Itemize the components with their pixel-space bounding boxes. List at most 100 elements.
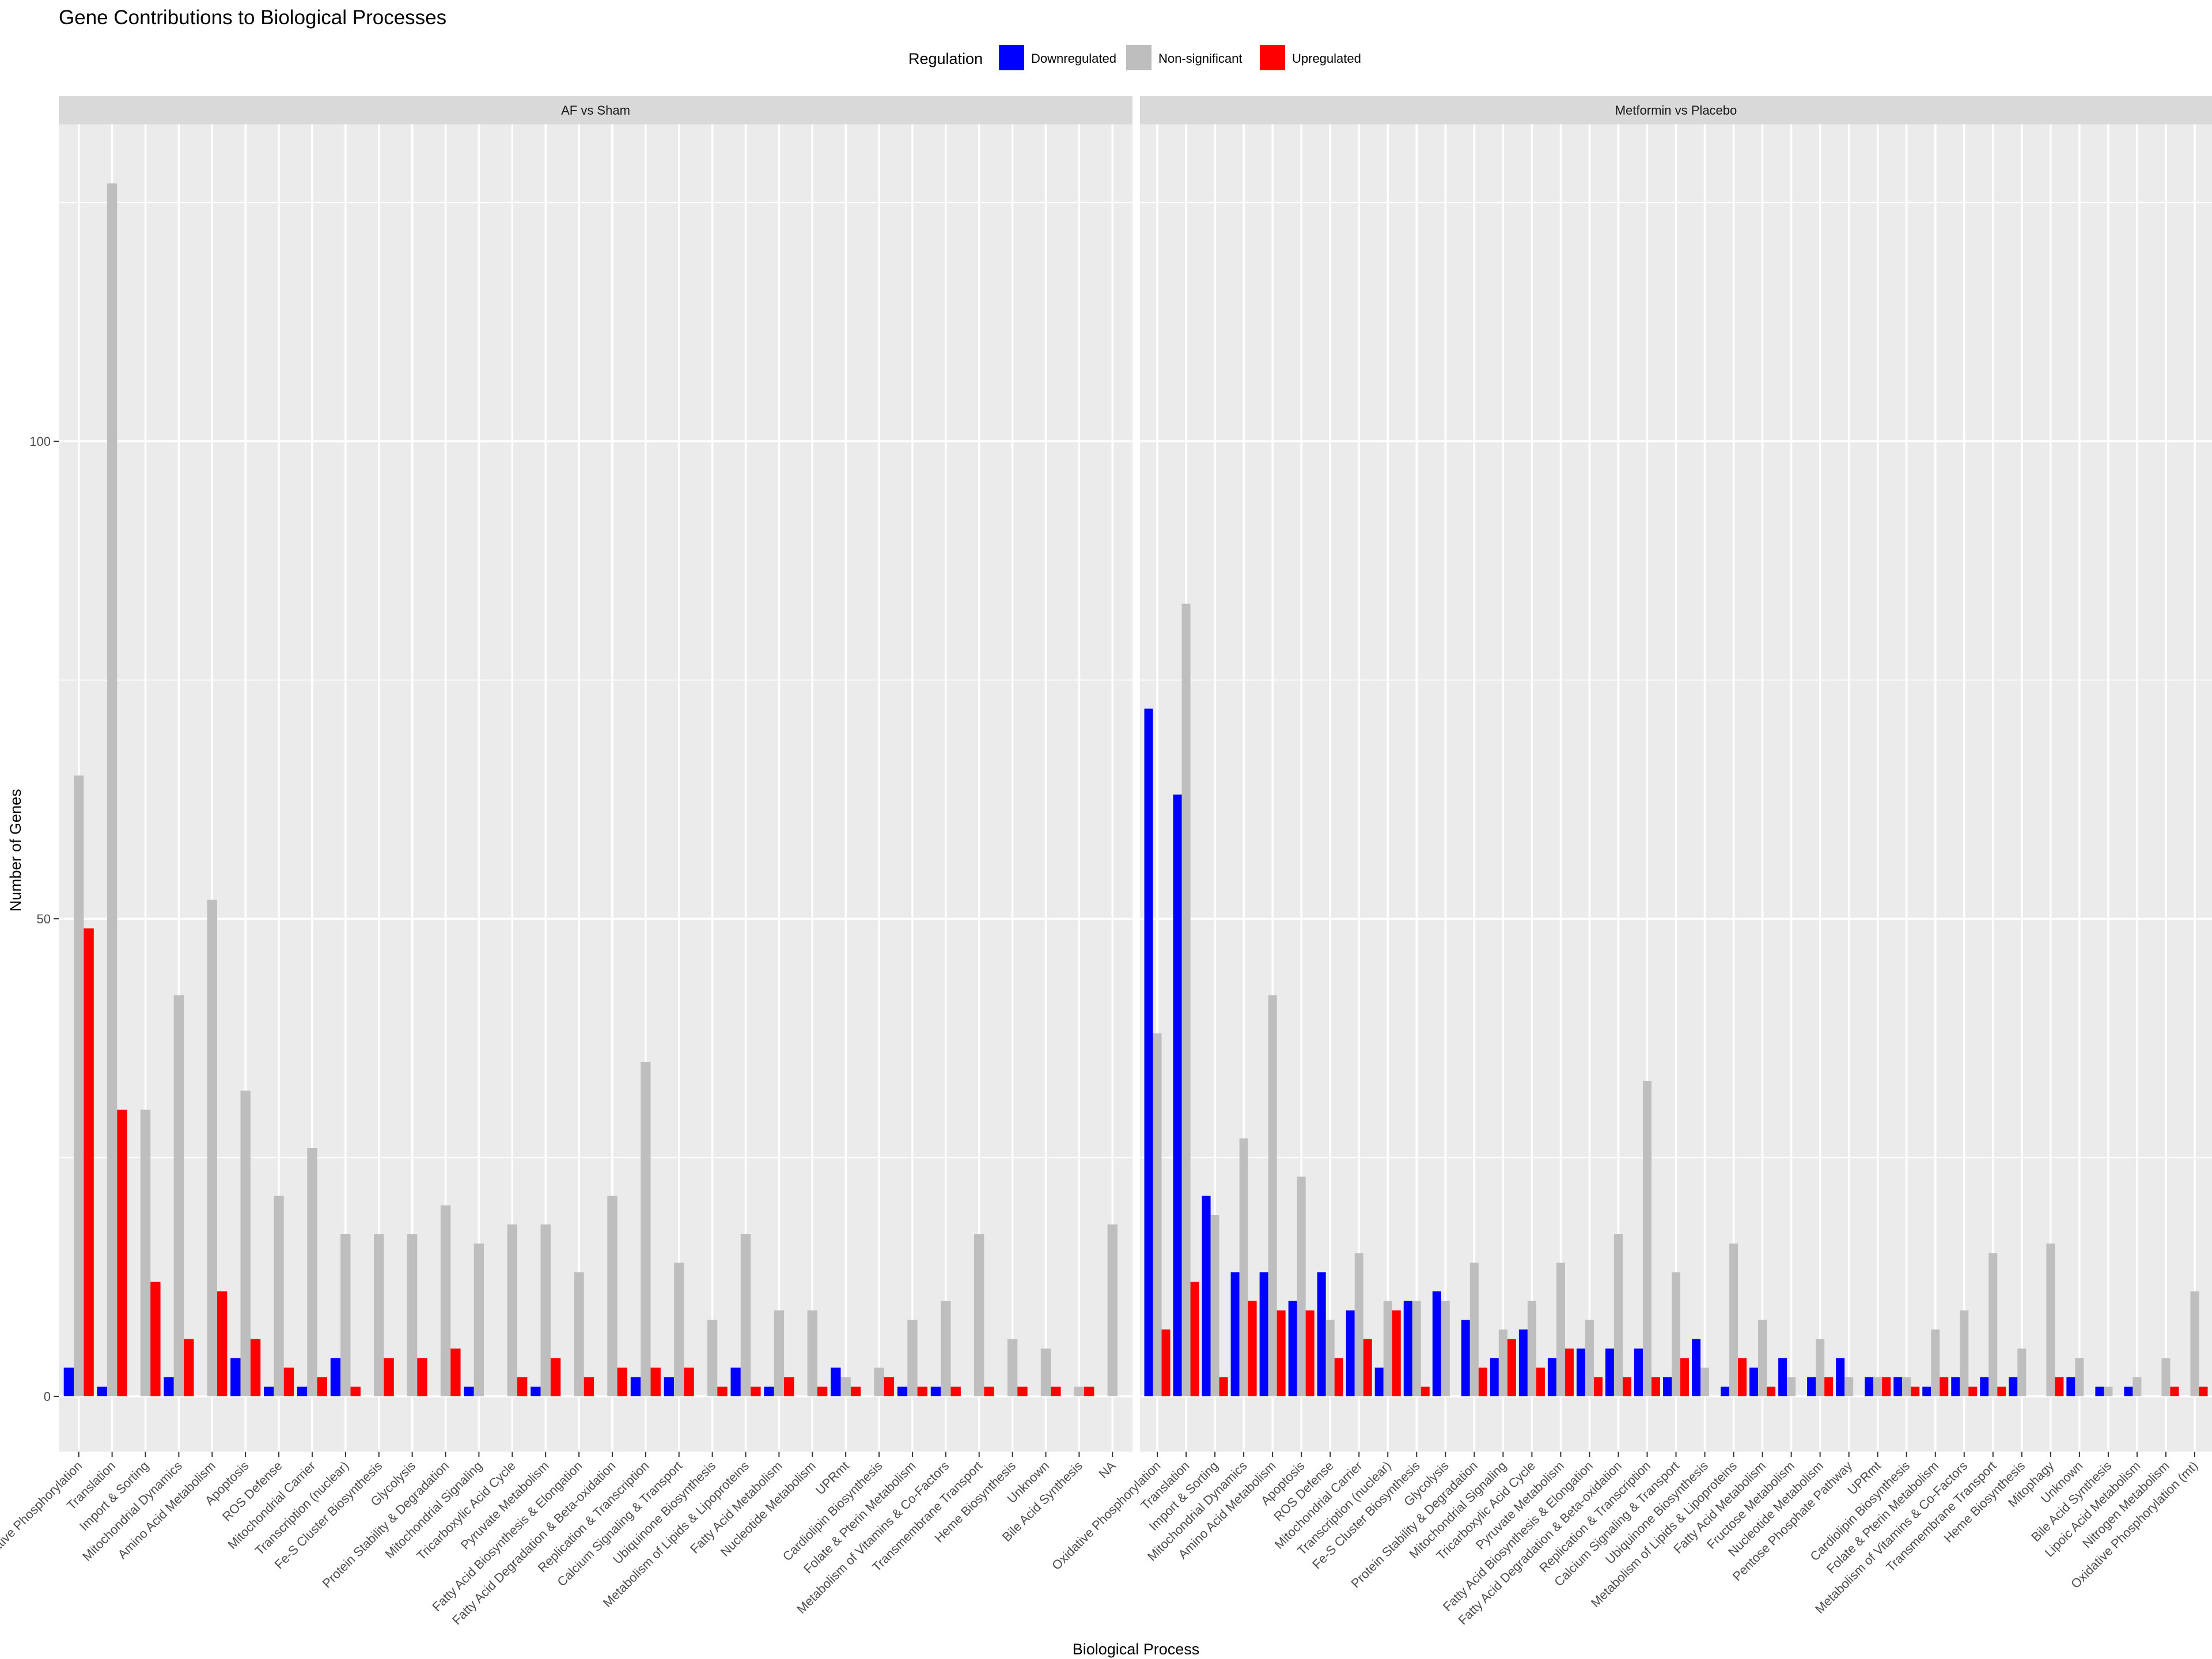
bar-upregulated-unknown — [1051, 1387, 1061, 1396]
x-tick-label: NA — [1096, 1459, 1119, 1482]
bar-upregulated-mitochondrial-dynamics — [1248, 1301, 1257, 1396]
bar-upregulated-oxidative-phosphorylation — [1161, 1329, 1171, 1396]
bar-upregulated-fe-s-cluster-biosynthesis — [384, 1358, 394, 1396]
bar-non-significant-ubiquinone-biosynthesis — [707, 1320, 718, 1396]
legend-label-upregulated: Upregulated — [1292, 51, 1361, 66]
bar-downregulated-ros-defense — [1317, 1272, 1326, 1396]
bar-upregulated-oxidative-phosphorylation-mt — [2199, 1387, 2208, 1396]
bar-upregulated-fatty-acid-metabolism — [784, 1377, 794, 1396]
bar-non-significant-replication-transcription — [1642, 1081, 1652, 1396]
bar-upregulated-mitophagy — [2055, 1377, 2064, 1396]
legend-title: Regulation — [908, 50, 983, 67]
bar-downregulated-folate-pterin-metabolism — [1922, 1387, 1931, 1396]
chart-title: Gene Contributions to Biological Process… — [59, 6, 446, 29]
bar-downregulated-translation — [1173, 794, 1182, 1396]
bar-downregulated-pentose-phosphate-pathway — [1836, 1358, 1845, 1396]
bar-non-significant-transcription-nuclear — [340, 1234, 351, 1396]
bar-non-significant-cardiolipin-biosynthesis — [874, 1368, 884, 1396]
bar-upregulated-ros-defense — [1334, 1358, 1343, 1396]
bar-downregulated-apoptosis — [230, 1358, 241, 1396]
bar-non-significant-amino-acid-metabolism — [207, 899, 217, 1396]
legend-key-upregulated — [1260, 45, 1285, 70]
facet-strip — [59, 96, 1132, 124]
bar-downregulated-oxidative-phosphorylation — [1144, 709, 1153, 1396]
bar-upregulated-amino-acid-metabolism — [1277, 1310, 1286, 1396]
y-tick-label: 0 — [44, 1389, 51, 1404]
bars — [1144, 603, 2208, 1396]
x-axis: Oxidative PhosphorylationTranslationImpo… — [0, 1452, 1119, 1627]
bar-non-significant-tricarboxylic-acid-cycle — [507, 1224, 517, 1396]
bar-upregulated-apoptosis — [250, 1339, 261, 1396]
bar-downregulated-calcium-signaling-transport — [1662, 1377, 1672, 1396]
bar-upregulated-fatty-acid-biosynthesis-elongation — [1593, 1377, 1603, 1396]
bar-downregulated-nucleotide-metabolism — [1807, 1377, 1816, 1396]
bar-upregulated-oxidative-phosphorylation — [84, 928, 94, 1396]
bar-upregulated-translation — [1190, 1282, 1199, 1396]
bar-downregulated-ros-defense — [264, 1387, 274, 1396]
y-tick-label: 50 — [37, 912, 51, 926]
bar-downregulated-tricarboxylic-acid-cycle — [1518, 1329, 1528, 1396]
bar-downregulated-mitochondrial-signaling — [464, 1387, 474, 1396]
legend: Regulation Downregulated Non-significant U… — [908, 45, 1361, 70]
bar-upregulated-pyruvate-metabolism — [1565, 1349, 1574, 1396]
bar-upregulated-heme-biosynthesis — [1017, 1387, 1028, 1396]
bar-non-significant-fatty-acid-degradation-beta-oxidation — [1613, 1234, 1623, 1396]
bar-non-significant-calcium-signaling-transport — [674, 1262, 684, 1396]
bar-upregulated-ubiquinone-biosynthesis — [717, 1387, 728, 1396]
bars — [63, 183, 1118, 1396]
bar-downregulated-folate-pterin-metabolism — [897, 1387, 908, 1396]
legend-key-downregulated — [999, 45, 1024, 70]
panel-background — [59, 124, 1132, 1452]
bar-non-significant-mitochondrial-signaling — [474, 1243, 484, 1396]
bar-non-significant-transmembrane-transport — [974, 1234, 984, 1396]
x-axis: Oxidative PhosphorylationTranslationImpo… — [1049, 1452, 2201, 1627]
bar-upregulated-ros-defense — [283, 1368, 294, 1396]
bar-non-significant-mitophagy — [2046, 1243, 2055, 1396]
bar-upregulated-folate-pterin-metabolism — [1940, 1377, 1949, 1396]
bar-upregulated-glycolysis — [417, 1358, 427, 1396]
bar-downregulated-mitochondrial-signaling — [1490, 1358, 1499, 1396]
bar-non-significant-oxidative-phosphorylation — [74, 775, 84, 1396]
bar-downregulated-metabolism-of-lipids-lipoproteins — [1721, 1387, 1730, 1396]
bar-non-significant-pyruvate-metabolism — [540, 1224, 551, 1396]
facet-strip — [1140, 96, 2212, 124]
bar-non-significant-import-sorting — [1210, 1214, 1219, 1396]
bar-upregulated-mitochondrial-signaling — [1507, 1339, 1516, 1396]
bar-non-significant-ros-defense — [1325, 1320, 1335, 1396]
bar-non-significant-import-sorting — [140, 1109, 151, 1396]
legend-label-downregulated: Downregulated — [1031, 51, 1116, 66]
bar-non-significant-uprmt — [1873, 1377, 1883, 1396]
bar-non-significant-pyruvate-metabolism — [1556, 1262, 1565, 1396]
bar-non-significant-metabolism-of-vitamins-co-factors — [1960, 1310, 1969, 1396]
bar-downregulated-unknown — [2066, 1377, 2075, 1396]
bar-upregulated-bile-acid-synthesis — [1084, 1387, 1094, 1396]
bar-downregulated-transcription-nuclear — [330, 1358, 341, 1396]
bar-non-significant-translation — [1181, 603, 1191, 1396]
facet-label: Metformin vs Placebo — [1615, 103, 1737, 118]
bar-upregulated-transcription-nuclear — [350, 1387, 361, 1396]
bar-downregulated-pyruvate-metabolism — [1547, 1358, 1556, 1396]
bar-downregulated-fatty-acid-biosynthesis-elongation — [1576, 1349, 1585, 1396]
bar-non-significant-lipoic-acid-metabolism — [2133, 1377, 2142, 1396]
bar-non-significant-fatty-acid-metabolism — [774, 1310, 785, 1396]
bar-non-significant-mitochondrial-dynamics — [1239, 1138, 1248, 1396]
bar-downregulated-replication-transcription — [1634, 1349, 1643, 1396]
bar-non-significant-pentose-phosphate-pathway — [1844, 1377, 1854, 1396]
bar-downregulated-heme-biosynthesis — [2009, 1377, 2018, 1396]
bar-upregulated-fatty-acid-metabolism — [1767, 1387, 1776, 1396]
bar-downregulated-import-sorting — [1202, 1195, 1211, 1396]
bar-downregulated-calcium-signaling-transport — [664, 1377, 675, 1396]
bar-non-significant-mitochondrial-carrier — [1354, 1253, 1363, 1396]
bar-non-significant-amino-acid-metabolism — [1268, 995, 1277, 1396]
bar-non-significant-heme-biosynthesis — [1007, 1339, 1018, 1396]
bar-upregulated-transmembrane-transport — [984, 1387, 994, 1396]
bar-upregulated-amino-acid-metabolism — [217, 1291, 228, 1396]
bar-downregulated-mitochondrial-carrier — [297, 1387, 308, 1396]
bar-upregulated-cardiolipin-biosynthesis — [884, 1377, 895, 1396]
panel-af-vs-sham: AF vs Sham Oxidative PhosphorylationTrans… — [0, 96, 1132, 1627]
bar-upregulated-cardiolipin-biosynthesis — [1911, 1387, 1920, 1396]
bar-upregulated-import-sorting — [1219, 1377, 1228, 1396]
bar-upregulated-protein-stability-degradation — [450, 1349, 461, 1396]
bar-non-significant-na — [1107, 1224, 1118, 1396]
bar-upregulated-replication-transcription — [1651, 1377, 1660, 1396]
